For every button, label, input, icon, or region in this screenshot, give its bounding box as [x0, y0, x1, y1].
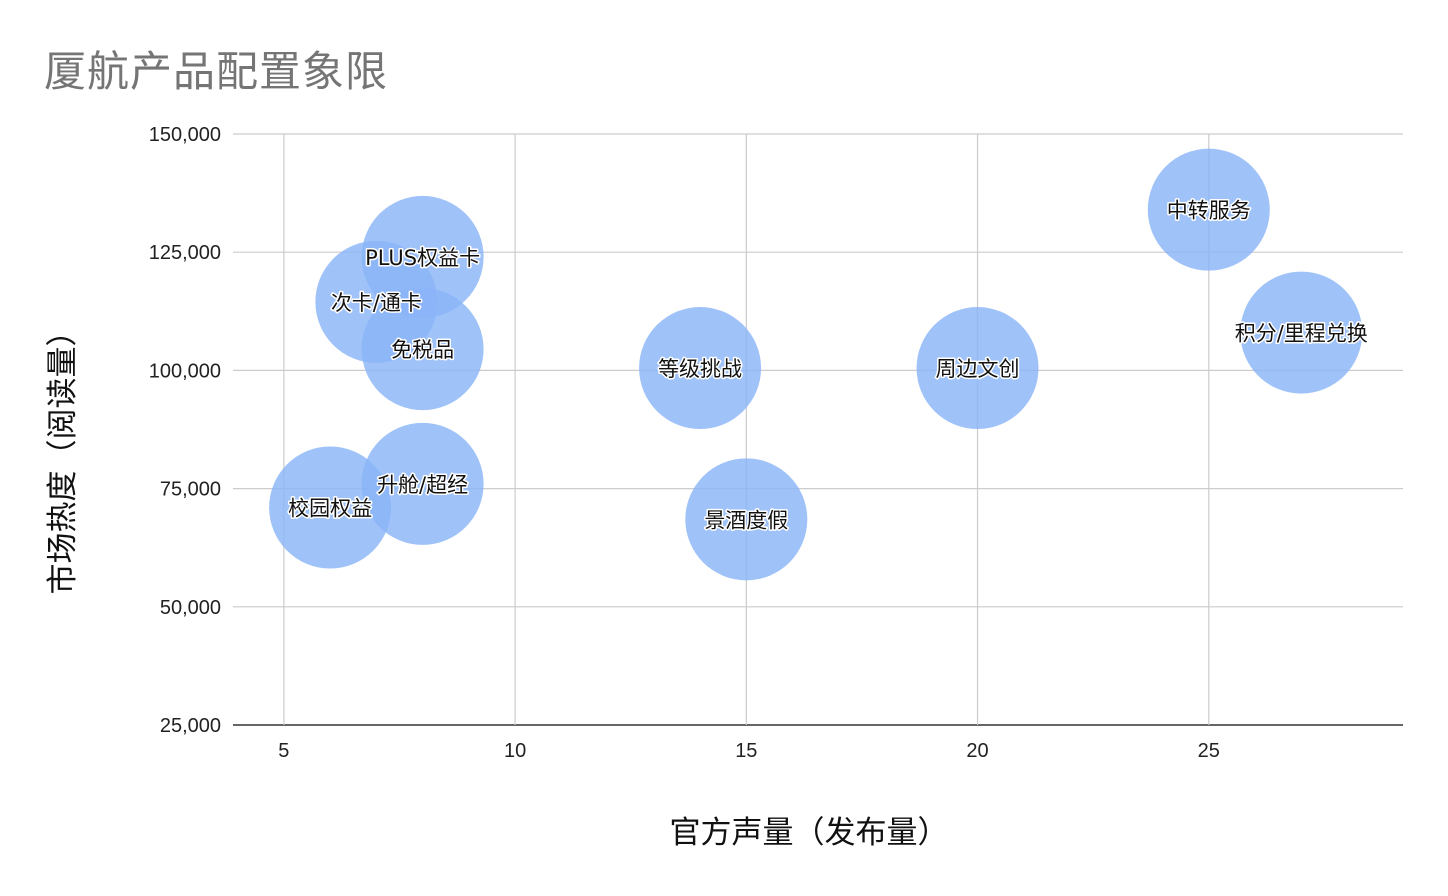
y-tick-label: 75,000	[160, 479, 221, 501]
bubble	[916, 307, 1039, 430]
bubble-label: 校园权益	[288, 497, 372, 521]
tick-labels: 25,000 50,000 75,000 100,000 125,000 150,000 5…	[149, 124, 1220, 762]
x-tick-label: 15	[735, 740, 757, 762]
bubble-label: 次卡/通卡	[331, 291, 422, 315]
x-axis-title: 官方声量（发布量）	[670, 815, 949, 851]
y-axis-title: 市场热度（阅读量）	[45, 316, 81, 595]
bubble-label: 免税品	[391, 338, 454, 362]
bubble-label: 积分/里程兑换	[1235, 322, 1368, 346]
bubble	[269, 446, 392, 569]
bubble	[639, 307, 762, 430]
bubble-label: 景酒度假	[704, 508, 788, 532]
bubble	[685, 458, 808, 581]
x-tick-label: 10	[504, 740, 526, 762]
bubble	[361, 288, 484, 411]
y-tick-label: 125,000	[149, 242, 221, 264]
bubble-label: 周边文创	[936, 357, 1020, 381]
bubbles	[269, 148, 1363, 581]
bubble-label: 升舱/超经	[377, 473, 468, 497]
bubble	[1147, 148, 1270, 271]
bubble-label: 中转服务	[1167, 199, 1251, 223]
bubble	[361, 422, 484, 545]
y-tick-label: 25,000	[160, 715, 221, 737]
y-tick-label: 100,000	[149, 360, 221, 382]
y-tick-label: 50,000	[160, 597, 221, 619]
x-tick-label: 20	[966, 740, 988, 762]
x-tick-label: 5	[278, 740, 289, 762]
x-tick-label: 25	[1198, 740, 1220, 762]
chart-title: 厦航产品配置象限	[44, 47, 389, 96]
y-tick-label: 150,000	[149, 124, 221, 146]
bubble	[1240, 271, 1363, 394]
bubble-label: PLUS权益卡	[365, 246, 480, 270]
bubble-label: 等级挑战	[658, 357, 742, 381]
